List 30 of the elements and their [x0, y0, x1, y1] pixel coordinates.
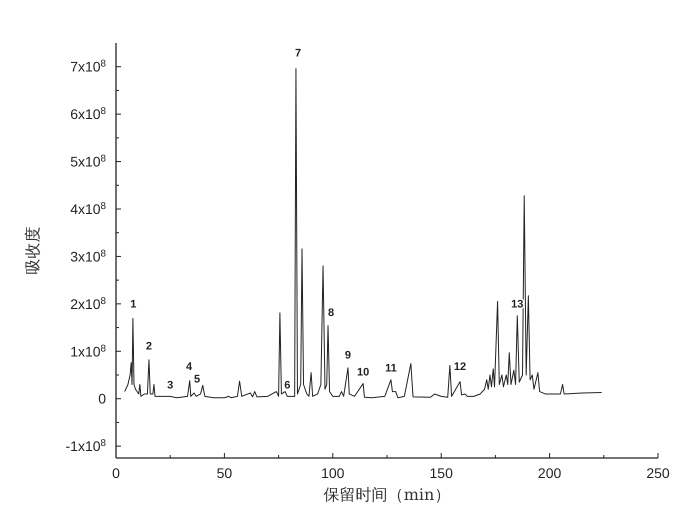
- annotation: 7: [295, 47, 302, 60]
- annotation: 6: [284, 379, 290, 392]
- annotation: 11: [385, 362, 397, 375]
- y-tick-label: 3x10$^{8}$: [70, 248, 107, 264]
- y-tick-label: 7x10$^{8}$: [70, 58, 107, 75]
- y-tick-label: 2x10$^{8}$: [70, 295, 107, 312]
- x-tick-label: 100: [321, 465, 345, 481]
- x-tick-label: 150: [430, 465, 454, 481]
- annotation: 8: [328, 306, 334, 319]
- x-tick-label: 250: [646, 465, 670, 481]
- x-tick-label: 0: [112, 465, 120, 481]
- annotation: 5: [194, 374, 200, 386]
- y-tick-label: -1x10$^{8}$: [66, 438, 107, 454]
- y-tick-label: 4x10$^{8}$: [70, 200, 107, 217]
- line-series: [124, 68, 602, 398]
- y-tick-label: 6x10$^{8}$: [70, 106, 107, 122]
- y-axis-title: 吸收度: [23, 226, 42, 274]
- x-axis-title: 保留时间（min）: [324, 485, 450, 504]
- annotation: 1: [130, 298, 136, 311]
- y-tick-label: 5x10$^{8}$: [70, 153, 107, 170]
- annotation: 9: [344, 349, 352, 362]
- annotation: 3: [167, 379, 174, 392]
- annotation: 12: [454, 360, 466, 373]
- y-tick-label: 0: [98, 390, 106, 407]
- x-tick-label: 200: [538, 465, 562, 481]
- annotation: 2: [146, 340, 152, 352]
- x-tick-label: 50: [216, 465, 232, 481]
- annotation: 4: [186, 360, 193, 373]
- y-tick-label: 1x10$^{8}$: [70, 342, 107, 360]
- annotation: 10: [357, 366, 370, 379]
